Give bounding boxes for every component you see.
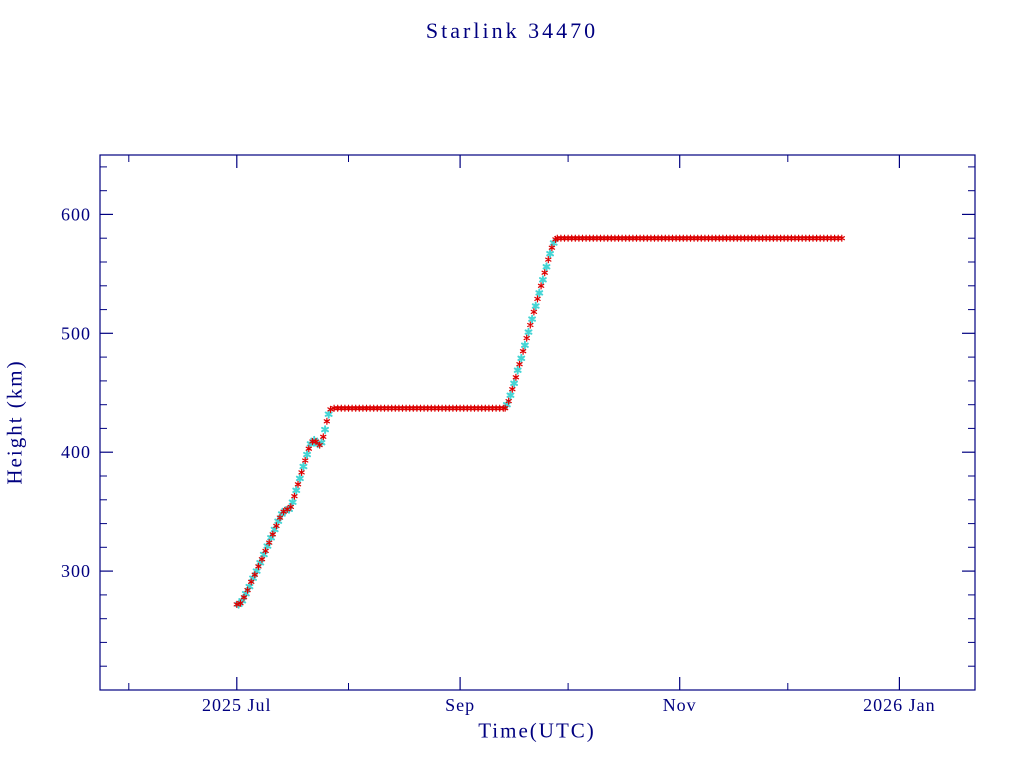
svg-text:2025 Jul: 2025 Jul	[202, 695, 272, 715]
svg-text:300: 300	[61, 561, 91, 581]
svg-text:400: 400	[61, 442, 91, 462]
svg-text:Sep: Sep	[445, 695, 475, 715]
x-axis-label: Time(UTC)	[478, 718, 596, 743]
svg-text:Nov: Nov	[663, 695, 697, 715]
svg-text:500: 500	[61, 323, 91, 343]
svg-text:600: 600	[61, 204, 91, 224]
svg-text:2026 Jan: 2026 Jan	[863, 695, 936, 715]
chart-title: Starlink 34470	[425, 18, 599, 43]
